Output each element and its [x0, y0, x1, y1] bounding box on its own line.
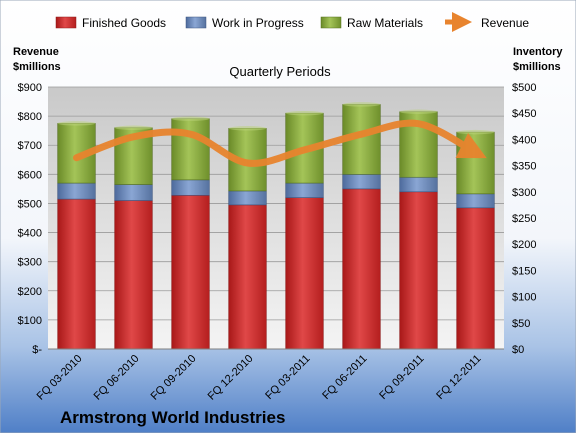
right-tick-label: $400: [512, 134, 536, 146]
bar-top-highlight: [342, 102, 381, 107]
left-tick-label: $-: [32, 344, 42, 356]
bar-top-highlight: [171, 116, 210, 121]
bar-top-highlight: [285, 111, 324, 116]
bar-finished-goods: [228, 204, 267, 350]
left-tick-label: $100: [18, 315, 42, 327]
revenue-line: [73, 119, 487, 167]
legend-swatch-finished-goods: [55, 16, 77, 29]
legend-swatch-raw-materials: [320, 16, 342, 29]
legend-label-work-in-progress: Work in Progress: [212, 16, 304, 30]
bar-work-in-progress: [285, 182, 324, 198]
right-tick-label: $500: [512, 82, 536, 94]
left-tick-label: $400: [18, 228, 42, 240]
left-axis-title-line2: $millions: [13, 61, 61, 73]
right-tick-label: $50: [512, 318, 530, 330]
right-tick-label: $450: [512, 108, 536, 120]
left-tick-label: $600: [18, 169, 42, 181]
left-tick-label: $800: [18, 111, 42, 123]
bar-work-in-progress: [456, 193, 495, 209]
chart-title: Quarterly Periods: [229, 64, 331, 79]
bar-finished-goods: [285, 197, 324, 350]
right-tick-label: $250: [512, 213, 536, 225]
bar-top-highlight: [114, 125, 153, 130]
left-axis-ticks: $- $100 $200 $300 $400 $500 $600 $700 $800 $900: [18, 82, 43, 356]
bar-work-in-progress: [171, 179, 210, 196]
left-tick-label: $900: [18, 82, 42, 94]
left-tick-label: $500: [18, 198, 42, 210]
bar-finished-goods: [171, 194, 210, 350]
bar-top-highlight: [228, 126, 267, 131]
right-tick-label: $150: [512, 265, 536, 277]
right-axis-title-line2: $millions: [513, 61, 561, 73]
revenue-line-path: [73, 119, 487, 167]
right-tick-label: $200: [512, 239, 536, 251]
legend-label-revenue: Revenue: [481, 16, 529, 30]
bar-finished-goods: [399, 191, 438, 350]
bar-work-in-progress: [114, 184, 153, 201]
left-axis-title-line1: Revenue: [13, 46, 59, 58]
legend: Finished Goods Work in Progress Raw Mate…: [55, 12, 529, 32]
bar-work-in-progress: [228, 190, 267, 206]
right-tick-label: $100: [512, 292, 536, 304]
legend-label-raw-materials: Raw Materials: [347, 16, 423, 30]
right-axis-ticks: $0 $50 $100 $150 $200 $250 $300 $350 $400 $450 $50…: [512, 82, 536, 356]
bar-finished-goods: [342, 188, 381, 350]
company-name: Armstrong World Industries: [60, 408, 285, 427]
right-axis-title-line1: Inventory: [513, 46, 563, 58]
legend-label-finished-goods: Finished Goods: [82, 16, 166, 30]
right-tick-label: $0: [512, 344, 524, 356]
bar-work-in-progress: [57, 182, 96, 200]
left-tick-label: $700: [18, 140, 42, 152]
bar-finished-goods: [57, 198, 96, 350]
bar-top-highlight: [456, 129, 495, 135]
left-tick-label: $200: [18, 286, 42, 298]
right-tick-label: $300: [512, 187, 536, 199]
bar-raw-materials: [171, 118, 210, 181]
bar-top-highlight: [399, 109, 438, 114]
legend-swatch-work-in-progress: [185, 16, 207, 29]
bar-top-highlight: [57, 121, 96, 126]
bar-finished-goods: [114, 200, 153, 350]
bar-work-in-progress: [342, 174, 381, 190]
right-tick-label: $350: [512, 161, 536, 173]
bar-work-in-progress: [399, 176, 438, 193]
bar-finished-goods: [456, 207, 495, 350]
left-tick-label: $300: [18, 257, 42, 269]
